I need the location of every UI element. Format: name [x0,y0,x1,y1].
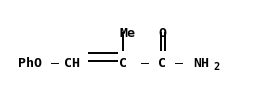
Text: Me: Me [119,27,135,40]
Text: PhO: PhO [18,57,42,70]
Text: C: C [158,57,166,70]
Text: —: — [175,57,183,70]
Text: —: — [51,57,59,70]
Text: O: O [158,27,166,40]
Text: C: C [119,57,127,70]
Text: CH: CH [64,57,80,70]
Text: NH: NH [193,57,209,70]
Text: 2: 2 [213,62,219,72]
Text: —: — [141,57,149,70]
